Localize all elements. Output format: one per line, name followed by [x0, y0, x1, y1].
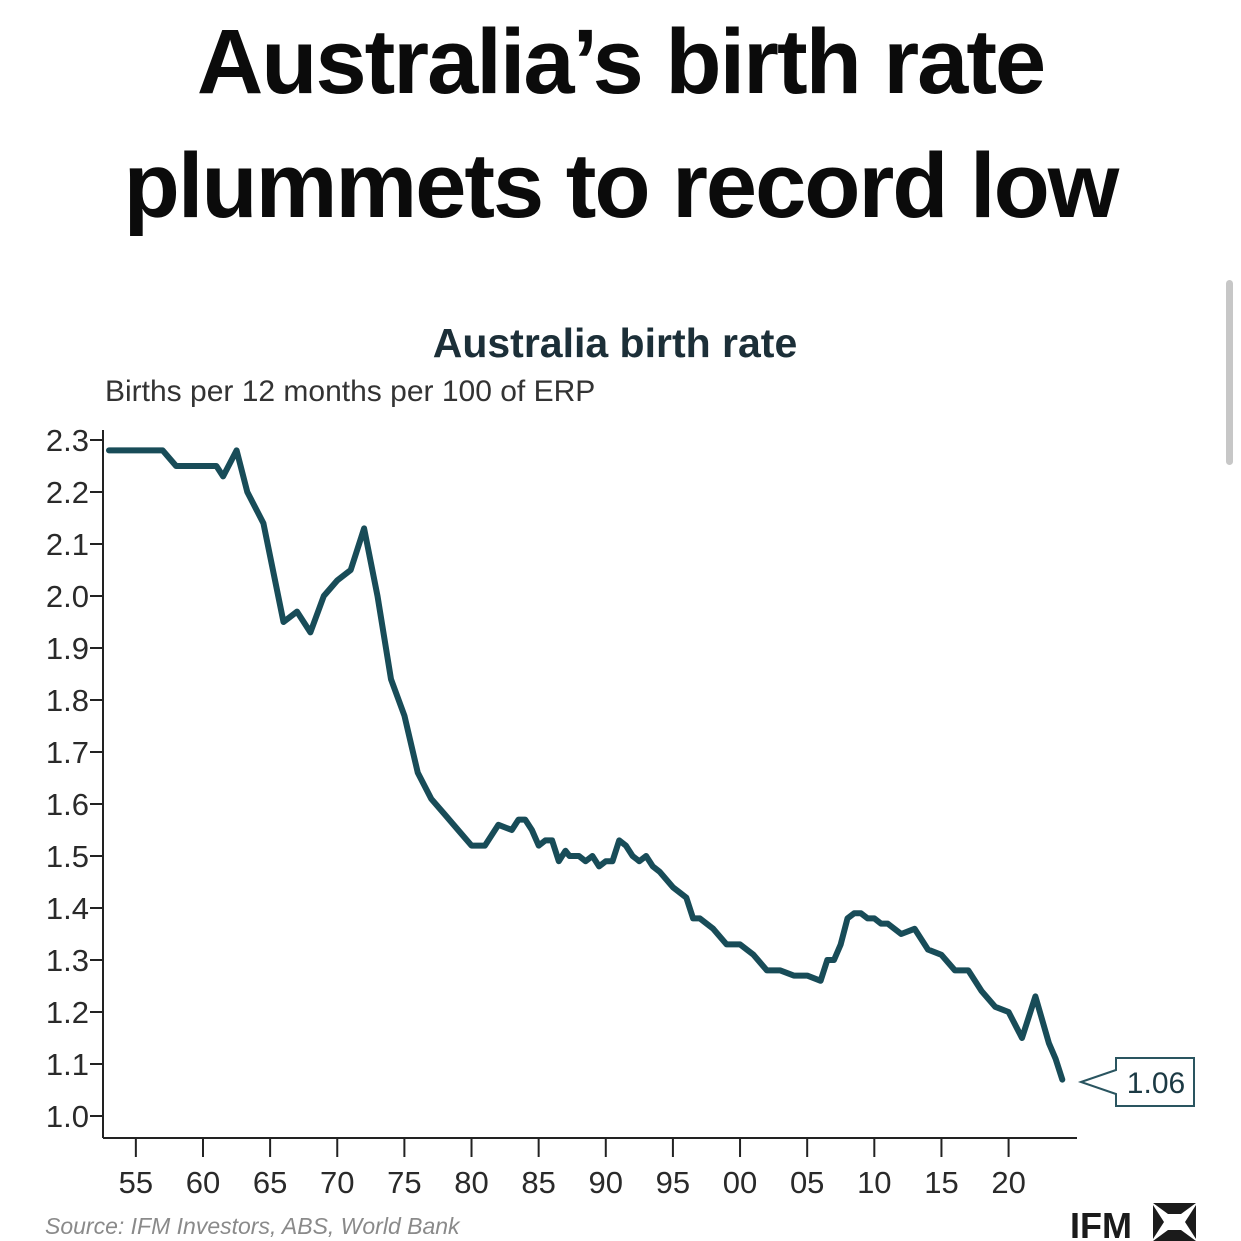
chart-title: Australia birth rate: [433, 320, 798, 366]
y-tick-label: 1.6: [46, 787, 89, 822]
y-tick-label: 1.2: [46, 995, 89, 1030]
x-tick-label: 15: [924, 1165, 958, 1200]
x-tick-label: 55: [119, 1165, 153, 1200]
x-tick-label: 05: [790, 1165, 824, 1200]
end-value-box: [1077, 1057, 1195, 1107]
x-tick-label: 75: [387, 1165, 421, 1200]
x-tick-label: 85: [521, 1165, 555, 1200]
scrollbar-thumb[interactable]: [1226, 280, 1233, 465]
source-note: Source: IFM Investors, ABS, World Bank: [45, 1213, 461, 1239]
headline-line-2: plummets to record low: [123, 135, 1120, 237]
x-tick-label: 65: [253, 1165, 287, 1200]
chart-subtitle: Births per 12 months per 100 of ERP: [105, 375, 595, 408]
series-layer: [106, 447, 1066, 1083]
x-tick-label: 80: [454, 1165, 488, 1200]
x-axis: 55 60 65 70 75 80 85 90 95 00 05 10 15 20: [103, 1137, 1077, 1200]
y-tick-label: 2.0: [46, 579, 89, 614]
y-tick-label: 2.2: [46, 475, 89, 510]
x-tick-label: 60: [186, 1165, 220, 1200]
y-tick-label: 1.3: [46, 943, 89, 978]
y-tick-label: 1.8: [46, 683, 89, 718]
headline: Australia’s birth rate plummets to recor…: [0, 0, 1241, 248]
end-value-label: 1.06: [1127, 1067, 1185, 1100]
y-tick-label: 2.3: [46, 423, 89, 458]
x-tick-label: 10: [857, 1165, 891, 1200]
y-tick-label: 1.5: [46, 839, 89, 874]
x-tick-label: 90: [589, 1165, 623, 1200]
y-tick-label: 1.4: [46, 891, 89, 926]
headline-line-1: Australia’s birth rate: [196, 11, 1046, 113]
ifm-logo-mark-icon: [1153, 1203, 1196, 1241]
y-tick-label: 1.7: [46, 735, 89, 770]
x-tick-label: 95: [656, 1165, 690, 1200]
ifm-logo: IFM: [1070, 1203, 1196, 1241]
end-value-callout: 1.06: [1077, 1057, 1195, 1107]
series-line: [106, 447, 1066, 1083]
ifm-logo-text: IFM: [1070, 1205, 1132, 1241]
x-tick-label: 70: [320, 1165, 354, 1200]
x-tick-label: 00: [723, 1165, 757, 1200]
y-tick-label: 2.1: [46, 527, 89, 562]
y-tick-label: 1.1: [46, 1047, 89, 1082]
y-axis: 1.0 1.1 1.2 1.3 1.4 1.5 1.6 1.7 1.8 1.9 2.0 2.1 2.2 2…: [46, 423, 104, 1138]
x-tick-label: 20: [991, 1165, 1025, 1200]
y-tick-label: 1.0: [46, 1099, 89, 1134]
y-tick-label: 1.9: [46, 631, 89, 666]
